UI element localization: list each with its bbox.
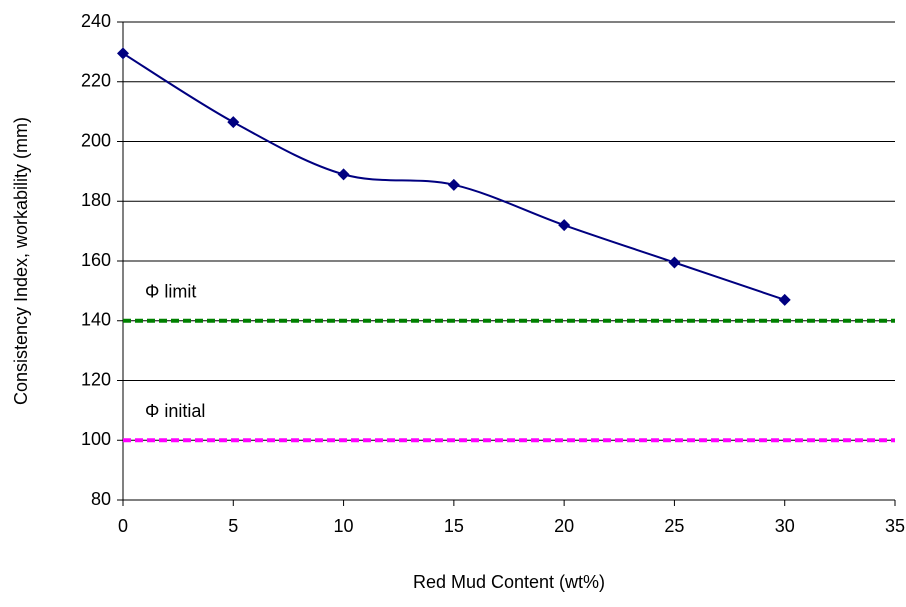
y-tick-label: 160: [81, 250, 111, 270]
y-axis-title: Consistency Index, workability (mm): [11, 117, 31, 405]
data-line: [122, 52, 786, 301]
data-point: [117, 47, 129, 60]
y-tick-label: 100: [81, 429, 111, 449]
data-point: [337, 168, 350, 181]
data-point: [227, 116, 240, 129]
reference-label: Φ limit: [145, 282, 196, 302]
y-tick-label: 120: [81, 369, 111, 389]
y-tick-label: 240: [81, 11, 111, 31]
x-tick-label: 25: [664, 516, 684, 536]
x-tick-label: 35: [885, 516, 905, 536]
x-tick-label: 5: [228, 516, 238, 536]
reference-label: Φ initial: [145, 401, 205, 421]
x-tick-label: 10: [334, 516, 354, 536]
y-tick-label: 80: [91, 489, 111, 509]
x-tick-label: 30: [775, 516, 795, 536]
data-point: [778, 293, 791, 306]
y-tick-label: 180: [81, 190, 111, 210]
x-tick-label: 20: [554, 516, 574, 536]
x-tick-label: 15: [444, 516, 464, 536]
data-point: [668, 256, 681, 269]
x-tick-label: 0: [118, 516, 128, 536]
y-tick-label: 140: [81, 310, 111, 330]
y-tick-label: 220: [81, 71, 111, 91]
y-tick-label: 200: [81, 130, 111, 150]
data-point: [447, 178, 460, 191]
data-point: [558, 219, 571, 232]
x-axis-title: Red Mud Content (wt%): [413, 572, 605, 592]
